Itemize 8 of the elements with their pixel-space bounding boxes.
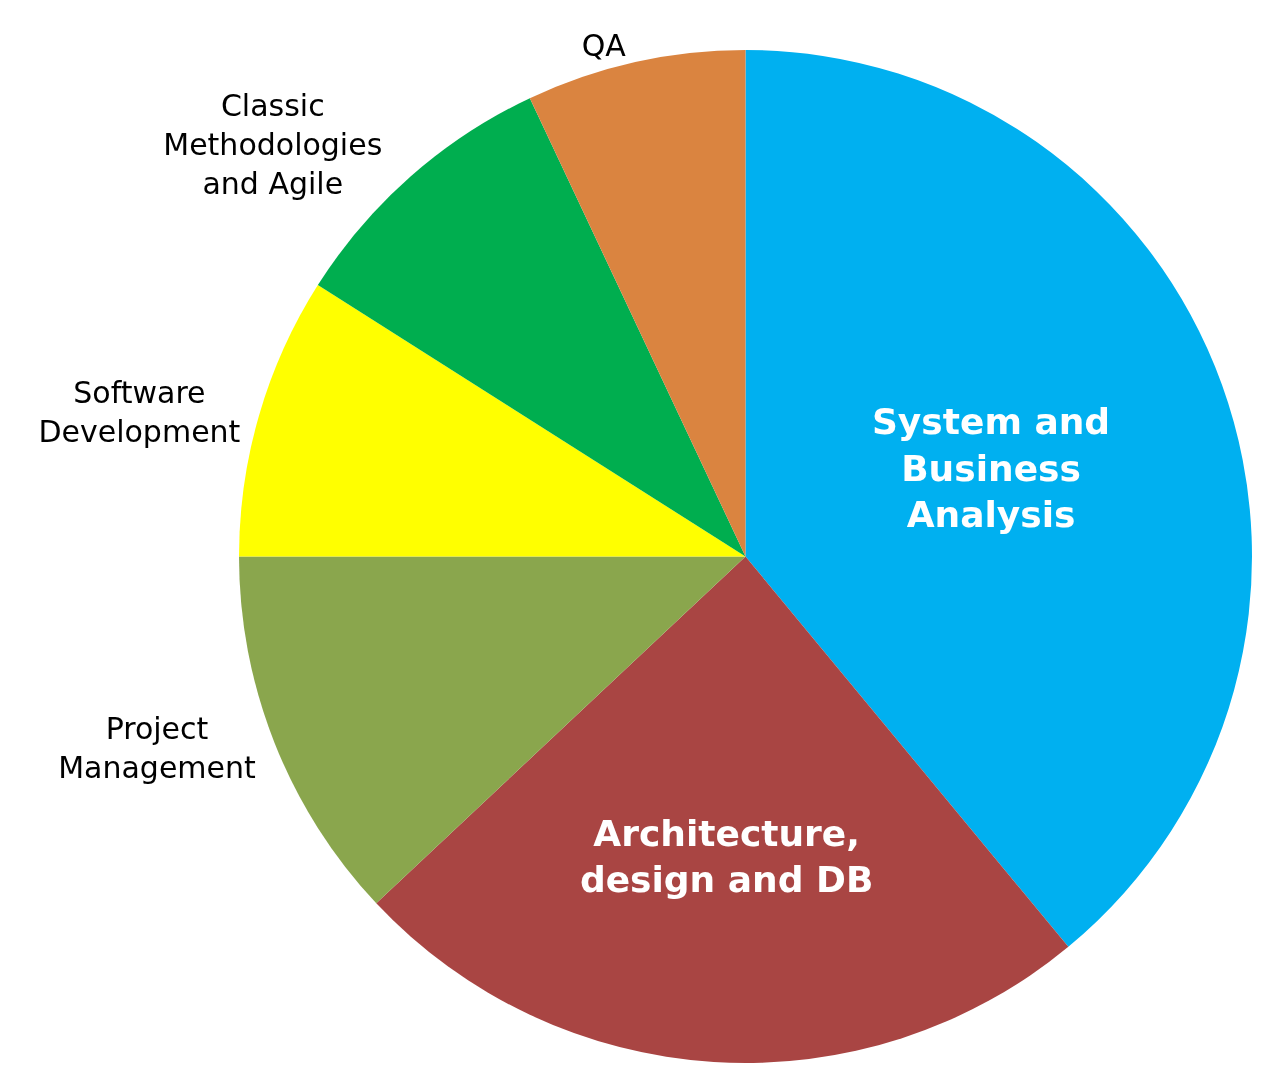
slice-label: Project Management [58, 710, 257, 785]
pie-slice [376, 556, 1069, 1062]
slice-label: Classic Methodologies and Agile [163, 88, 383, 202]
pie-slice [239, 285, 746, 557]
slice-label: Architecture, design and DB [579, 812, 874, 901]
slice-label: QA [581, 28, 627, 64]
slice-label: System and Business Analysis [871, 400, 1111, 536]
slice-label: Software Development [38, 375, 241, 450]
